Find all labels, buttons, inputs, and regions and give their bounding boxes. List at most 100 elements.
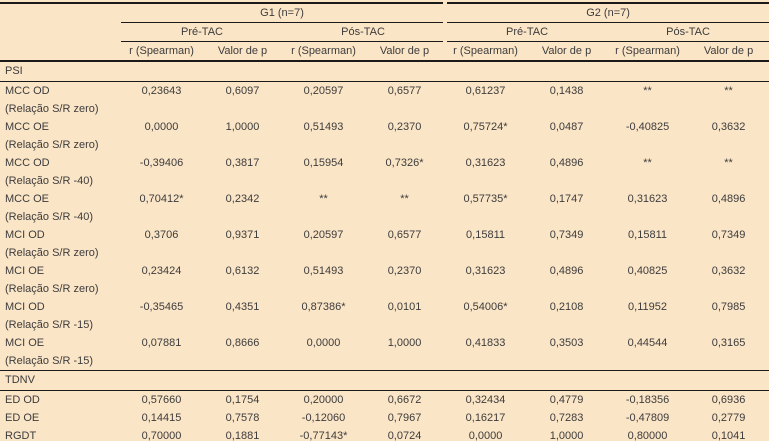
section-header: TDNV [0, 370, 769, 391]
cell-value: 0,32434 [465, 394, 506, 406]
col-header-valor-de-p: Valor de p [202, 41, 283, 62]
cell-value: 0,75724* [463, 121, 508, 133]
row-label: MCC OD (Relação S/R -40) [0, 154, 121, 190]
cell-value: ** [319, 193, 328, 205]
cell-value: 0,6577 [387, 85, 422, 97]
cell-value: 0,0101 [387, 301, 422, 313]
row-label-line1: ED OE [5, 412, 40, 424]
cell-value: 0,07881 [141, 337, 182, 349]
cell-value: 0,41833 [465, 337, 506, 349]
cell-value: 1,0000 [387, 337, 422, 349]
cell-value: 0,31623 [627, 193, 668, 205]
row-label: RGDT [0, 427, 121, 441]
cell-value: 0,6132 [225, 265, 260, 277]
group-header-g2: G2 (n=7) [443, 3, 769, 23]
cell-value: 0,1754 [225, 394, 260, 406]
row-label: ED OD [0, 391, 121, 410]
cell-value: 0,15811 [628, 229, 667, 241]
table-row: MCC OE (Relação S/R -40) 0,70412* 0,2342 ** *… [0, 190, 769, 226]
cell-value: 0,11952 [628, 301, 667, 313]
cell-value: 0,7283 [549, 412, 584, 424]
cell-value: -0,35465 [139, 301, 184, 313]
cell-value: 1,0000 [225, 121, 260, 133]
row-label: MCI OD (Relação S/R -15) [0, 298, 121, 334]
cell-value: 0,87386* [301, 301, 346, 313]
cell-value: 0,1438 [549, 85, 584, 97]
cell-value: 0,6672 [387, 394, 422, 406]
cell-value: 0,2370 [387, 121, 422, 133]
cell-value: 0,3632 [711, 265, 746, 277]
col-header-r-spearman: r (Spearman) [121, 41, 202, 62]
row-label-line2: (Relação S/R -40) [5, 211, 94, 223]
table-body: PSI MCC OD (Relação S/R zero) 0,23643 0,6097… [0, 60, 769, 441]
col-header-valor-de-p: Valor de p [364, 41, 446, 62]
col-header-valor-de-p: Valor de p [526, 41, 608, 62]
section-row: TDNV [0, 370, 769, 391]
cell-value: 0,54006* [463, 301, 508, 313]
cell-value: -0,40825 [625, 121, 670, 133]
subgroup-g2-pre-tac: Pré-TAC [443, 22, 608, 42]
row-label: MCC OD (Relação S/R zero) [0, 82, 121, 119]
cell-value: 0,2108 [549, 301, 584, 313]
cell-value: 0,1041 [711, 430, 746, 441]
cell-value: 0,40825 [627, 265, 668, 277]
cell-value: 0,0000 [468, 430, 503, 441]
col-header-r-spearman: r (Spearman) [445, 41, 527, 62]
table-row: MCC OD (Relação S/R zero) 0,23643 0,6097 0,2… [0, 82, 769, 119]
group-header-row: G1 (n=7) G2 (n=7) [0, 3, 769, 23]
row-label-line1: MCI OE [5, 337, 45, 349]
cell-value: 0,4896 [549, 157, 584, 169]
table-row: ED OE 0,14415 0,7578 -0,12060 0,7967 0,16217 0… [0, 409, 769, 427]
cell-value: 0,57735* [463, 193, 508, 205]
cell-value: ** [643, 85, 652, 97]
cell-value: 0,70000 [141, 430, 182, 441]
cell-value: ** [400, 193, 409, 205]
column-header-row: r (Spearman) Valor de p r (Spearman) Val… [0, 41, 769, 62]
cell-value: 0,4896 [549, 265, 584, 277]
section-header: PSI [0, 60, 769, 82]
cell-value: 0,61237 [465, 85, 506, 97]
row-label-line1: MCC OE [5, 193, 49, 205]
cell-value: 0,2342 [225, 193, 260, 205]
cell-value: 0,15954 [303, 157, 344, 169]
cell-value: 0,1881 [225, 430, 260, 441]
table-row: MCI OD (Relação S/R -15) -0,35465 0,4351 0,8… [0, 298, 769, 334]
cell-value: 0,6577 [387, 229, 422, 241]
cell-value: 0,1747 [549, 193, 584, 205]
corner-cell [0, 22, 121, 42]
cell-value: 0,16217 [465, 412, 506, 424]
table-row: MCI OD (Relação S/R zero) 0,3706 0,9371 0,20… [0, 226, 769, 262]
row-label-line2: (Relação S/R -15) [5, 355, 94, 367]
cell-value: -0,39406 [139, 157, 184, 169]
cell-value: 0,51493 [303, 265, 344, 277]
cell-value: 0,0000 [306, 337, 341, 349]
cell-value: 0,0487 [549, 121, 584, 133]
cell-value: -0,12060 [301, 412, 346, 424]
cell-value: 0,7349 [711, 229, 746, 241]
corner-cell [0, 3, 121, 23]
row-label-line1: ED OD [5, 394, 40, 406]
cell-value: 0,14415 [141, 412, 182, 424]
row-label: MCI OD (Relação S/R zero) [0, 226, 121, 262]
table-row: RGDT 0,70000 0,1881 -0,77143* 0,0724 0,0000 1,… [0, 427, 769, 441]
row-label-line1: MCI OD [5, 301, 45, 313]
cell-value: 0,6936 [711, 394, 746, 406]
table-row: MCC OD (Relação S/R -40) -0,39406 0,3817 0,1… [0, 154, 769, 190]
cell-value: 0,31623 [465, 265, 506, 277]
cell-value: 0,9371 [225, 229, 260, 241]
cell-value: 0,4779 [549, 394, 584, 406]
subgroup-header-row: Pré-TAC Pós-TAC Pré-TAC Pós-TAC [0, 22, 769, 42]
cell-value: ** [724, 85, 733, 97]
cell-value: 0,44544 [627, 337, 668, 349]
cell-value: 0,3632 [711, 121, 746, 133]
cell-value: 0,57660 [141, 394, 182, 406]
table-row: ED OD 0,57660 0,1754 0,20000 0,6672 0,32434 0,… [0, 391, 769, 410]
cell-value: -0,77143* [299, 430, 348, 441]
row-label-line2: (Relação S/R -15) [5, 319, 94, 331]
cell-value: 0,23424 [141, 265, 182, 277]
cell-value: 0,4896 [711, 193, 746, 205]
row-label: MCC OE (Relação S/R -40) [0, 190, 121, 226]
row-label: ED OE [0, 409, 121, 427]
row-label-line1: MCC OD [5, 157, 50, 169]
